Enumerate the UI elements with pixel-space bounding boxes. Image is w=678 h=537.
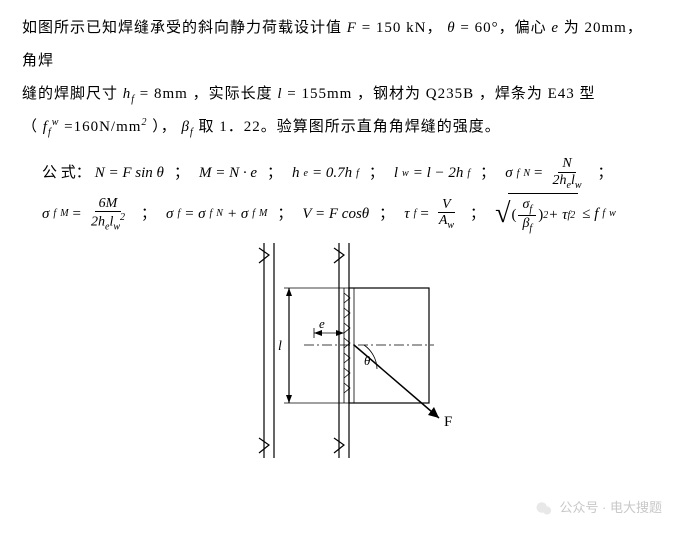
sep: ；	[174, 154, 189, 193]
sub: w	[575, 180, 582, 191]
t: 2h	[91, 215, 105, 230]
sep: ；	[598, 154, 613, 193]
sub: w	[447, 220, 454, 231]
t: 缝的焊脚尺寸	[22, 86, 123, 102]
formula-lead: 公 式：	[42, 154, 91, 193]
sub: f	[529, 204, 532, 215]
t: = l − 2h	[413, 154, 464, 193]
sup: 2	[120, 212, 125, 223]
sym-hf: h	[123, 86, 132, 102]
eq-he: h	[292, 154, 300, 193]
sub: w	[402, 161, 409, 187]
t: = 8mm ，实际长度	[140, 86, 278, 102]
num: 6M	[99, 196, 118, 211]
problem-line-3: （ ffw =160N/mm2 ）， βf 取 1．22。验算图所示直角角焊缝的…	[22, 111, 656, 144]
sup: 2	[570, 203, 575, 229]
eq-sigmaN: σ	[505, 154, 512, 193]
eq-lw: l	[394, 154, 398, 193]
sub: e	[304, 161, 308, 187]
sub: f	[177, 201, 180, 227]
sub: f	[53, 201, 56, 227]
eq-M: M = N · e	[199, 154, 257, 193]
sym-F: F	[347, 20, 357, 36]
sup: N	[216, 201, 223, 227]
sub: f	[48, 127, 52, 138]
sym-l: l	[277, 86, 282, 102]
sep: ；	[480, 154, 495, 193]
sub: f	[252, 201, 255, 227]
label-l: l	[278, 339, 282, 354]
sup: M	[60, 201, 68, 227]
eq-check: √ ( σf βf )2 + τf2	[495, 193, 578, 235]
eq-sigma: σ	[166, 195, 173, 234]
t: + σ	[227, 195, 248, 234]
watermark: 公众号 · 电大搜题	[535, 494, 662, 523]
formula-row-2: σfM = 6M 2helw2 ； σf = σfN + σfM ； V = F…	[42, 193, 656, 235]
t: = 150 kN，	[362, 20, 443, 36]
t: ），	[152, 119, 181, 135]
sub: f	[517, 161, 520, 187]
frac-sigmaM: 6M 2helw2	[87, 196, 129, 233]
t: = σ	[184, 195, 205, 234]
sub: f	[529, 223, 532, 234]
frac-tau: V Aw	[435, 197, 458, 231]
t: 2h	[553, 173, 567, 188]
formula-block: 公 式： N = F sin θ ； M = N · e ； he = 0.7h…	[22, 154, 656, 235]
watermark-text: 公众号 · 电大搜题	[559, 494, 662, 523]
sub: f	[356, 161, 359, 187]
t: =160N/mm	[64, 119, 141, 135]
wechat-icon	[535, 500, 553, 518]
sup: M	[259, 201, 267, 227]
formula-row-1: 公 式： N = F sin θ ； M = N · e ； he = 0.7h…	[42, 154, 656, 193]
sup: N	[523, 161, 530, 187]
eq-N: N = F sin θ	[95, 154, 164, 193]
sym-beta: β	[181, 119, 189, 135]
frac-sigmaN: N 2helw	[549, 156, 586, 190]
num: N	[562, 156, 571, 171]
problem-line-2: 缝的焊脚尺寸 hf = 8mm ，实际长度 l = 155mm ，钢材为 Q23…	[22, 78, 656, 111]
sup: w	[52, 117, 60, 128]
sub: f	[210, 201, 213, 227]
t: ≤ f	[582, 195, 598, 234]
weld-diagram-svg: l e θ F	[204, 243, 474, 458]
sep: ；	[470, 195, 485, 234]
label-F: F	[444, 414, 452, 430]
label-e: e	[319, 316, 325, 331]
sep: ；	[379, 195, 394, 234]
diagram: l e θ F	[22, 243, 656, 458]
label-theta: θ	[364, 353, 371, 368]
eq-V: V = F cosθ	[302, 195, 369, 234]
problem-statement: 如图所示已知焊缝承受的斜向静力荷载设计值 F = 150 kN， θ = 60°…	[22, 12, 656, 144]
t: （	[22, 119, 43, 135]
sub: w	[113, 221, 120, 232]
sep: ；	[141, 195, 156, 234]
sup: 2	[141, 117, 147, 128]
eq-tau: τ	[404, 195, 409, 234]
sub: f	[467, 161, 470, 187]
sub: f	[131, 94, 135, 105]
t: = 0.7h	[312, 154, 352, 193]
eq-sigmaM: σ	[42, 195, 49, 234]
sep: ；	[267, 154, 282, 193]
t: = 155mm ，钢材为 Q235B ，焊条为 E43 型	[287, 86, 595, 102]
sep: ；	[369, 154, 384, 193]
sup: w	[609, 201, 616, 227]
t: = 60°，偏心	[460, 20, 551, 36]
sep: ；	[277, 195, 292, 234]
sub: f	[602, 201, 605, 227]
problem-line-1: 如图所示已知焊缝承受的斜向静力荷载设计值 F = 150 kN， θ = 60°…	[22, 12, 656, 78]
sym-e: e	[551, 20, 559, 36]
sub: f	[414, 201, 417, 227]
sym-theta: θ	[447, 20, 455, 36]
t: 如图所示已知焊缝承受的斜向静力荷载设计值	[22, 20, 347, 36]
t: 取 1．22。验算图所示直角角焊缝的强度。	[198, 119, 500, 135]
num: V	[442, 197, 451, 212]
t: + τ	[548, 196, 567, 235]
sub: f	[190, 127, 194, 138]
frac-check: σf βf	[518, 197, 536, 234]
